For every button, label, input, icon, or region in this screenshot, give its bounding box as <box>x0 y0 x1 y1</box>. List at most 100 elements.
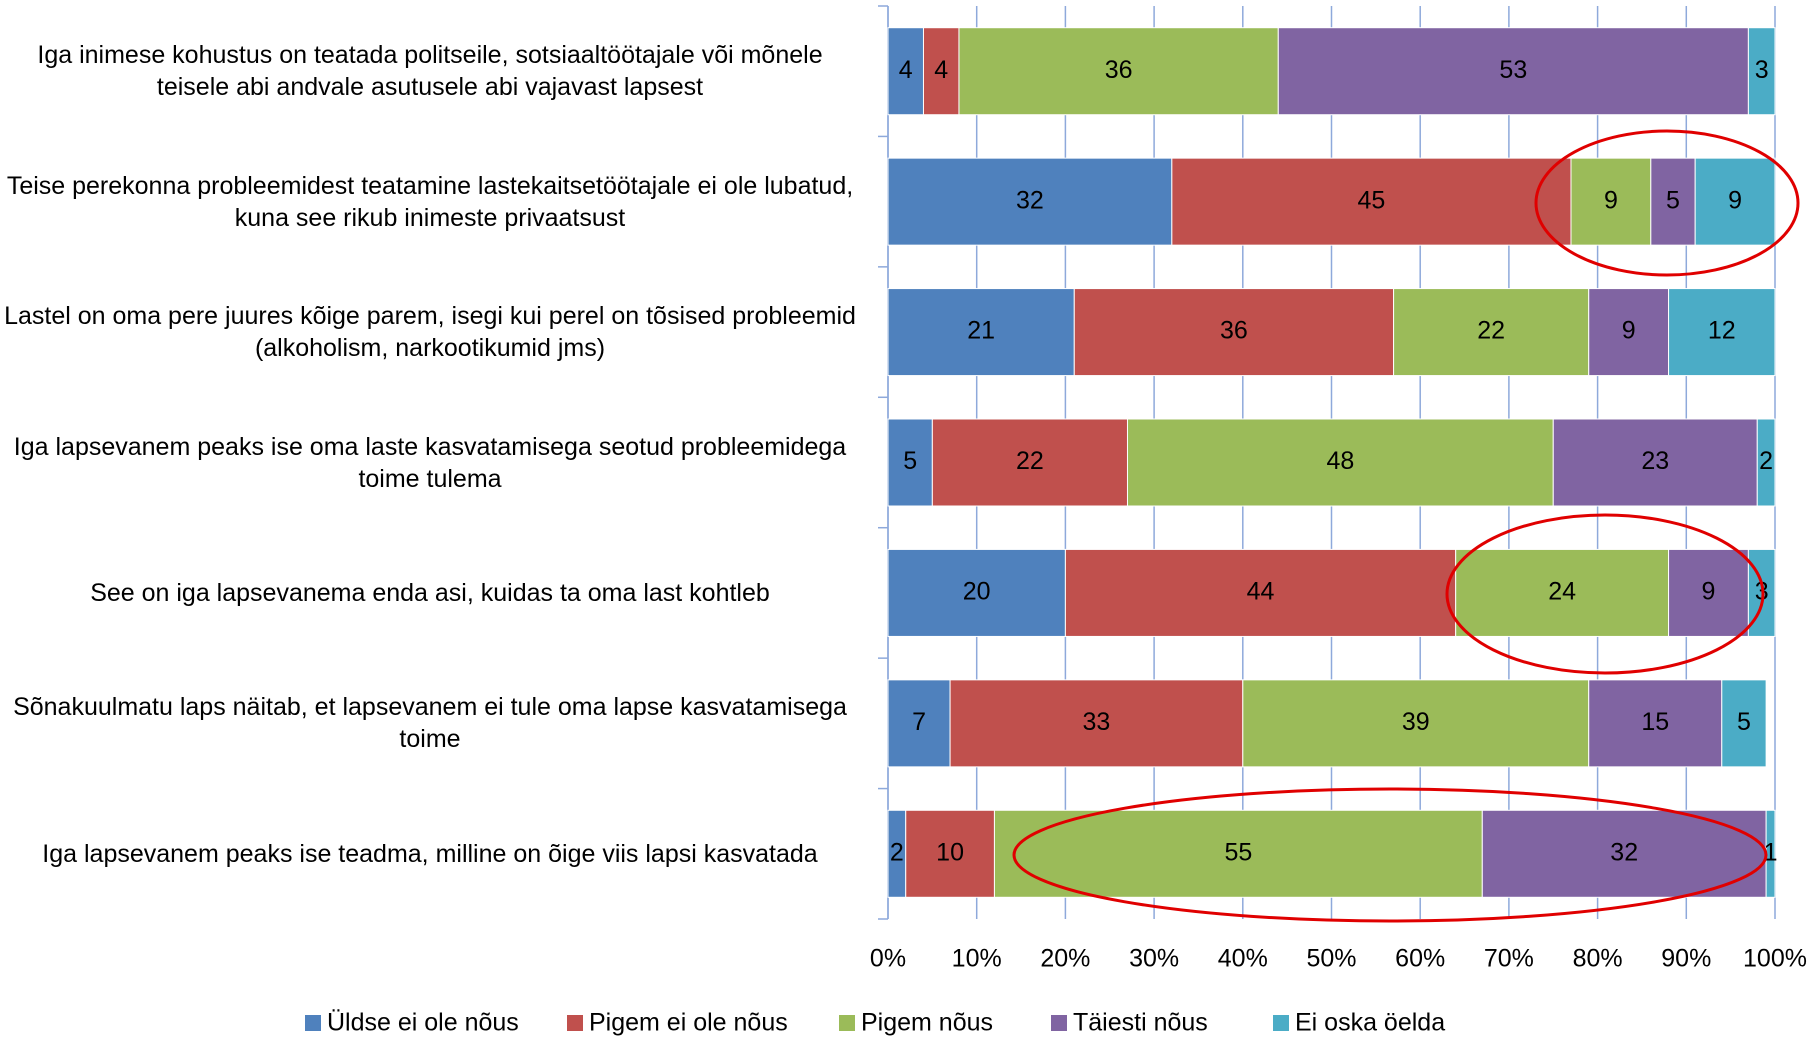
value-label: 55 <box>1224 838 1252 866</box>
x-tick-label: 50% <box>1306 945 1356 973</box>
x-tick-label: 10% <box>952 945 1002 973</box>
legend-swatch <box>1273 1015 1289 1031</box>
legend-label: Ei oska öelda <box>1295 1009 1445 1037</box>
value-label: 36 <box>1105 56 1133 84</box>
value-label: 20 <box>963 578 991 606</box>
bar-segment <box>1171 157 1572 246</box>
value-label: 9 <box>1728 186 1742 214</box>
bars: 4 4 36 53 332 45 9 5 921 36 22 9 125 22 48 23 220 44 24 9 37… <box>887 27 1778 898</box>
bar-segment <box>1756 418 1776 507</box>
value-label: 53 <box>1499 56 1527 84</box>
bar-segment <box>1694 157 1776 246</box>
category-label: Iga lapsevanem peaks ise teadma, milline… <box>42 839 818 868</box>
bar-segment <box>922 27 960 116</box>
bar-segment <box>1242 679 1590 768</box>
highlight-ellipse <box>1445 513 1765 675</box>
value-label: 22 <box>1016 447 1044 475</box>
bar-segment <box>993 809 1483 898</box>
value-label: 4 <box>899 56 913 84</box>
legend-label: Üldse ei ole nõus <box>327 1009 519 1037</box>
bar-segment <box>949 679 1244 768</box>
value-label: 12 <box>1708 317 1736 345</box>
value-label: 32 <box>1610 838 1638 866</box>
category-label: Iga inimese kohustus on teatada politsei… <box>37 41 823 102</box>
bar-segment <box>1455 548 1670 637</box>
value-label: 39 <box>1402 708 1430 736</box>
value-label: 44 <box>1247 578 1275 606</box>
value-label: 4 <box>934 56 948 84</box>
bar-segment <box>887 288 1075 377</box>
legend-swatch <box>1051 1015 1067 1031</box>
value-label: 48 <box>1326 447 1354 475</box>
value-label: 5 <box>903 447 917 475</box>
value-label: 9 <box>1622 317 1636 345</box>
value-label: 5 <box>1737 708 1751 736</box>
bar-segment <box>1747 27 1776 116</box>
value-label: 1 <box>1764 838 1778 866</box>
value-label: 32 <box>1016 186 1044 214</box>
value-label: 9 <box>1604 186 1618 214</box>
value-label: 2 <box>890 838 904 866</box>
bar-segment <box>887 157 1173 246</box>
annotations <box>1012 129 1800 923</box>
x-tick-label: 80% <box>1573 945 1623 973</box>
legend-swatch <box>305 1015 321 1031</box>
bar-segment <box>1721 679 1767 768</box>
bar-segment <box>1588 679 1723 768</box>
highlight-ellipse <box>1012 787 1768 923</box>
category-label: Iga lapsevanem peaks ise oma laste kasva… <box>13 432 847 493</box>
x-tick-label: 90% <box>1661 945 1711 973</box>
value-label: 5 <box>1666 186 1680 214</box>
legend-label: Pigem ei ole nõus <box>589 1009 788 1037</box>
bar-segment <box>1126 418 1554 507</box>
value-label: 33 <box>1083 708 1111 736</box>
value-label: 2 <box>1759 447 1773 475</box>
bar-segment <box>1277 27 1749 116</box>
x-tick-label: 70% <box>1484 945 1534 973</box>
x-tick-label: 100% <box>1743 945 1807 973</box>
value-label: 24 <box>1548 578 1576 606</box>
x-tick-label: 0% <box>870 945 906 973</box>
bar-segment <box>1588 288 1670 377</box>
legend-swatch <box>839 1015 855 1031</box>
bar-segment <box>1064 548 1457 637</box>
legend-label: Täiesti nõus <box>1073 1009 1208 1037</box>
category-label: Lastel on oma pere juures kõige parem, i… <box>4 302 856 363</box>
bar-segment <box>1668 288 1776 377</box>
category-label: See on iga lapsevanema enda asi, kuidas … <box>90 578 770 607</box>
value-label: 9 <box>1702 578 1716 606</box>
bar-segment <box>887 548 1066 637</box>
value-label: 3 <box>1755 56 1769 84</box>
bar-segment <box>1393 288 1590 377</box>
category-label: Sõnakuulmatu laps näitab, et lapsevanem … <box>13 693 847 754</box>
bar-segment <box>1570 157 1652 246</box>
legend-label: Pigem nõus <box>861 1009 993 1037</box>
bar-segment <box>887 418 933 507</box>
bar-segment <box>1073 288 1395 377</box>
bar-segment <box>1668 548 1749 637</box>
bar-segment <box>1650 157 1696 246</box>
value-label: 23 <box>1641 447 1669 475</box>
bar-segment <box>1481 809 1767 898</box>
bar-segment <box>931 418 1128 507</box>
legend-swatch <box>567 1015 583 1031</box>
value-label: 10 <box>936 838 964 866</box>
value-label: 21 <box>967 317 995 345</box>
bar-segment <box>1552 418 1758 507</box>
x-tick-label: 30% <box>1129 945 1179 973</box>
bar-segment <box>958 27 1279 116</box>
value-label: 15 <box>1641 708 1669 736</box>
legend: Üldse ei ole nõus Pigem ei ole nõus Pigem … <box>305 1009 1445 1037</box>
highlight-ellipse <box>1534 129 1800 277</box>
value-label: 7 <box>912 708 926 736</box>
x-tick-label: 60% <box>1395 945 1445 973</box>
value-label: 45 <box>1358 186 1386 214</box>
bar-segment <box>887 27 924 116</box>
value-label: 22 <box>1477 317 1505 345</box>
x-tick-label: 20% <box>1040 945 1090 973</box>
category-label: Teise perekonna probleemidest teatamine … <box>6 171 854 232</box>
x-tick-label: 40% <box>1218 945 1268 973</box>
value-label: 36 <box>1220 317 1248 345</box>
